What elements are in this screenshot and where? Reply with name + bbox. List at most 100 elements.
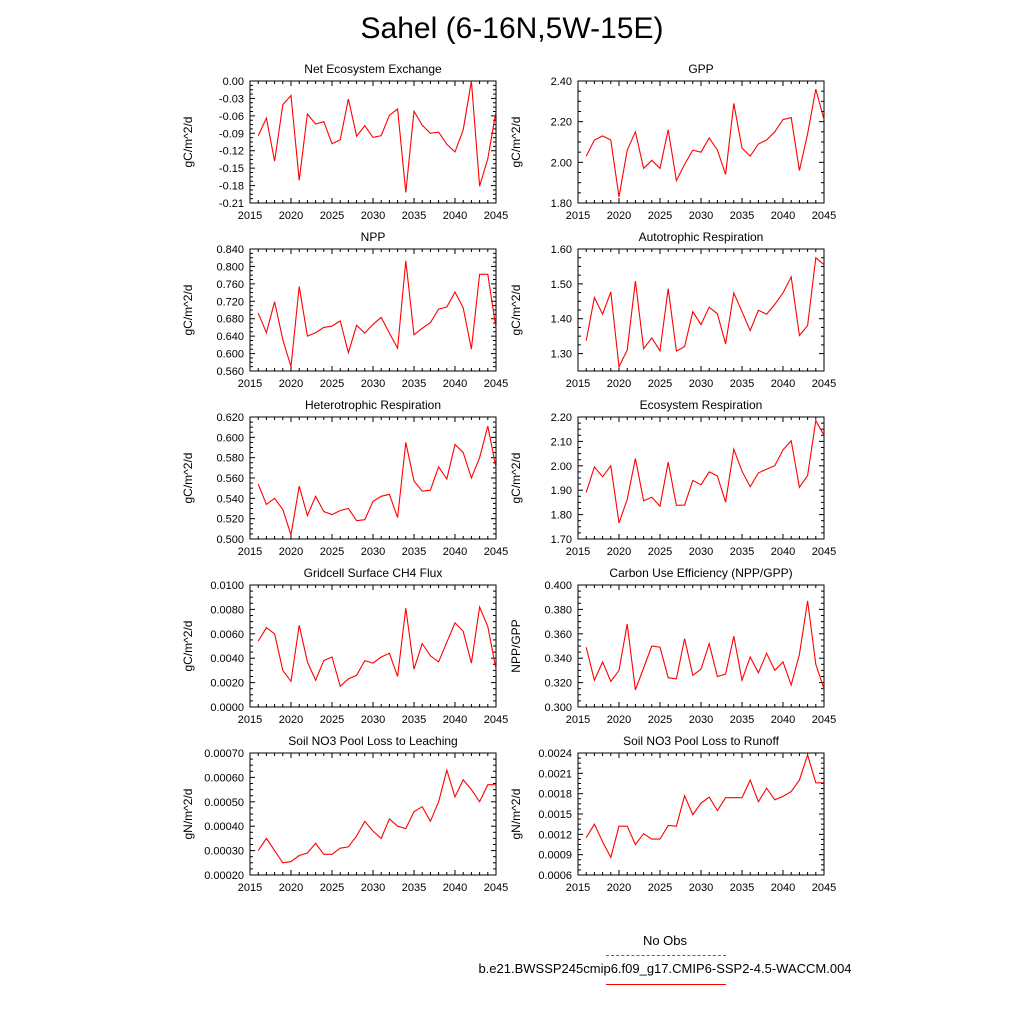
panel-title: Carbon Use Efficiency (NPP/GPP) <box>609 566 792 580</box>
legend-model-line <box>606 984 726 985</box>
x-tick-label: 2015 <box>566 546 590 558</box>
y-tick-label: 0.400 <box>544 580 572 592</box>
y-tick-label: 0.500 <box>216 534 244 546</box>
x-tick-label: 2015 <box>238 714 262 726</box>
x-tick-label: 2045 <box>812 210 836 222</box>
panel-title: Gridcell Surface CH4 Flux <box>304 566 443 580</box>
x-tick-label: 2045 <box>812 714 836 726</box>
x-tick-label: 2030 <box>361 546 385 558</box>
y-tick-label: 0.0021 <box>538 768 572 780</box>
series-line <box>585 753 824 859</box>
x-tick-label: 2020 <box>279 714 303 726</box>
panel-title: NPP <box>361 230 386 244</box>
x-tick-label: 2040 <box>771 882 795 894</box>
y-tick-label: 0.560 <box>216 473 244 485</box>
x-tick-label: 2045 <box>484 210 508 222</box>
x-tick-label: 2015 <box>566 882 590 894</box>
panel-title: Net Ecosystem Exchange <box>304 62 442 76</box>
x-tick-label: 2040 <box>771 378 795 390</box>
y-axis-label: gC/m^2/d <box>509 453 523 504</box>
x-tick-label: 2030 <box>361 378 385 390</box>
x-tick-label: 2040 <box>771 210 795 222</box>
x-tick-label: 2020 <box>279 882 303 894</box>
panel-title: Heterotrophic Respiration <box>305 398 441 412</box>
x-tick-label: 2030 <box>689 210 713 222</box>
x-tick-label: 2035 <box>402 882 426 894</box>
y-tick-label: 0.00040 <box>204 821 244 833</box>
panel-title: Soil NO3 Pool Loss to Runoff <box>623 734 780 748</box>
y-tick-label: 0.00030 <box>204 846 244 858</box>
x-tick-label: 2020 <box>607 714 631 726</box>
y-tick-label: 0.0100 <box>210 580 244 592</box>
x-tick-label: 2045 <box>484 378 508 390</box>
y-tick-label: 0.0020 <box>210 678 244 690</box>
x-tick-label: 2030 <box>689 546 713 558</box>
y-tick-label: 0.600 <box>216 349 244 361</box>
series-line <box>257 80 497 193</box>
x-tick-label: 2025 <box>648 378 672 390</box>
y-tick-label: 0.00070 <box>204 748 244 760</box>
y-tick-label: 0.300 <box>544 702 572 714</box>
y-tick-label: 0.380 <box>544 604 572 616</box>
y-tick-label: 0.0018 <box>538 789 572 801</box>
x-tick-label: 2030 <box>689 378 713 390</box>
y-tick-label: 0.520 <box>216 514 244 526</box>
plot-frame <box>577 248 825 372</box>
x-tick-label: 2015 <box>238 882 262 894</box>
x-tick-label: 2040 <box>443 546 467 558</box>
y-tick-label: 0.320 <box>544 678 572 690</box>
y-axis-label: gN/m^2/d <box>509 789 523 840</box>
x-tick-label: 2045 <box>812 882 836 894</box>
x-tick-label: 2025 <box>320 546 344 558</box>
x-tick-label: 2030 <box>689 714 713 726</box>
plot-frame <box>577 584 825 708</box>
x-tick-label: 2040 <box>443 714 467 726</box>
y-tick-label: 2.20 <box>551 117 572 129</box>
series-line <box>257 260 497 367</box>
x-tick-label: 2045 <box>812 378 836 390</box>
y-tick-label: 0.0040 <box>210 653 244 665</box>
legend-model-label: b.e21.BWSSP245cmip6.f09_g17.CMIP6-SSP2-4… <box>478 961 852 976</box>
plot-frame <box>577 416 825 540</box>
y-tick-label: -0.18 <box>219 181 244 193</box>
y-tick-label: 2.20 <box>551 412 572 424</box>
y-tick-label: 0.00 <box>223 76 244 88</box>
panel-title: Autotrophic Respiration <box>639 230 764 244</box>
x-tick-label: 2030 <box>361 210 385 222</box>
y-axis-label: gC/m^2/d <box>181 453 195 504</box>
legend-obs-line <box>606 955 726 956</box>
y-tick-label: -0.09 <box>219 128 244 140</box>
x-tick-label: 2045 <box>484 714 508 726</box>
plot-frame <box>577 80 825 204</box>
x-tick-label: 2025 <box>648 210 672 222</box>
y-tick-label: 0.0015 <box>538 809 572 821</box>
y-tick-label: 2.40 <box>551 76 572 88</box>
y-axis-label: gN/m^2/d <box>181 789 195 840</box>
plot-frame <box>249 752 497 876</box>
y-tick-label: 0.0006 <box>538 870 572 882</box>
panel-title: GPP <box>688 62 713 76</box>
x-tick-label: 2025 <box>320 378 344 390</box>
x-tick-label: 2030 <box>689 882 713 894</box>
x-tick-label: 2020 <box>279 210 303 222</box>
x-tick-label: 2040 <box>771 546 795 558</box>
panel-title: Soil NO3 Pool Loss to Leaching <box>288 734 457 748</box>
y-tick-label: 0.600 <box>216 432 244 444</box>
y-tick-label: 0.00020 <box>204 870 244 882</box>
y-tick-label: 0.840 <box>216 244 244 256</box>
y-tick-label: 0.0009 <box>538 850 572 862</box>
x-tick-label: 2035 <box>402 714 426 726</box>
y-axis-label: NPP/GPP <box>509 619 523 672</box>
x-tick-label: 2015 <box>566 714 590 726</box>
x-tick-label: 2015 <box>566 210 590 222</box>
y-tick-label: 0.620 <box>216 412 244 424</box>
x-tick-label: 2040 <box>771 714 795 726</box>
series-line <box>585 600 825 691</box>
x-tick-label: 2020 <box>607 378 631 390</box>
legend-obs-label: No Obs <box>642 933 688 948</box>
x-tick-label: 2035 <box>402 546 426 558</box>
y-tick-label: -0.12 <box>219 146 244 158</box>
y-tick-label: 0.00050 <box>204 797 244 809</box>
y-tick-label: 0.0060 <box>210 629 244 641</box>
